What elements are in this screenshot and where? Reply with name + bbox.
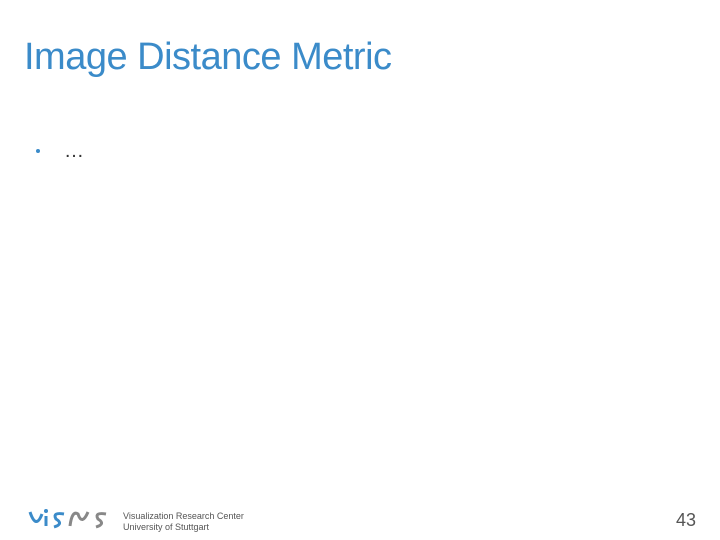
bullet: … [36,140,84,163]
bullet-list: … [36,140,84,163]
logo-line: Visualization Research Center [123,511,244,521]
logo-mark [28,509,107,529]
logo-text: Visualization Research Center University… [123,511,244,533]
page-number: 43 [675,510,696,530]
logo-line: University of Stuttgart [123,522,210,532]
slide-title: Image Distance Metric [24,36,392,78]
